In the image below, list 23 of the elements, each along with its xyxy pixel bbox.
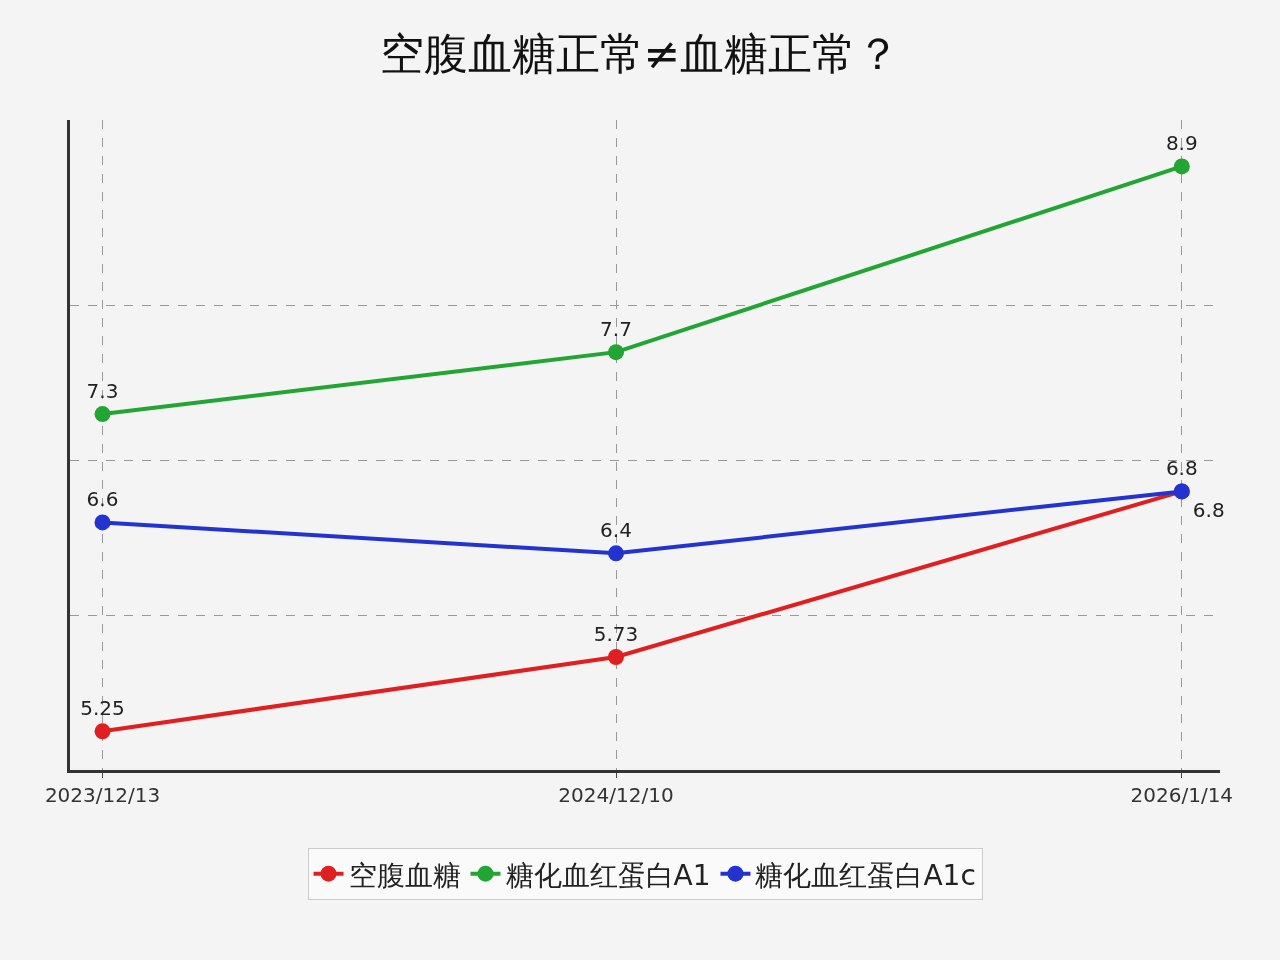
data-label: 7.3 — [86, 379, 119, 404]
data-label: 5.73 — [593, 622, 639, 647]
point — [94, 723, 111, 740]
data-label: 6.8 — [1192, 498, 1225, 523]
data-label: 5.25 — [80, 696, 125, 721]
point — [608, 344, 624, 361]
legend-label: 糖化血红蛋白A1 — [505, 858, 711, 892]
legend-label: 糖化血红蛋白A1c — [755, 858, 976, 892]
point — [1173, 158, 1190, 175]
chart-title: 空腹血糖正常≠血糖正常？ — [379, 28, 901, 80]
data-label: 6.8 — [1165, 456, 1198, 481]
point — [94, 514, 111, 531]
data-label: 8.9 — [1165, 131, 1198, 156]
point — [608, 545, 624, 562]
x-tick-label: 2026/1/14 — [1130, 783, 1234, 807]
point — [94, 406, 111, 423]
data-label: 6.6 — [86, 487, 119, 512]
legend-label: 空腹血糖 — [348, 858, 461, 892]
data-label: 7.7 — [600, 317, 632, 342]
data-label: 6.4 — [600, 518, 632, 543]
x-tick-label: 2023/12/13 — [44, 783, 161, 807]
point — [608, 649, 624, 666]
x-tick-label: 2024/12/10 — [558, 783, 674, 807]
